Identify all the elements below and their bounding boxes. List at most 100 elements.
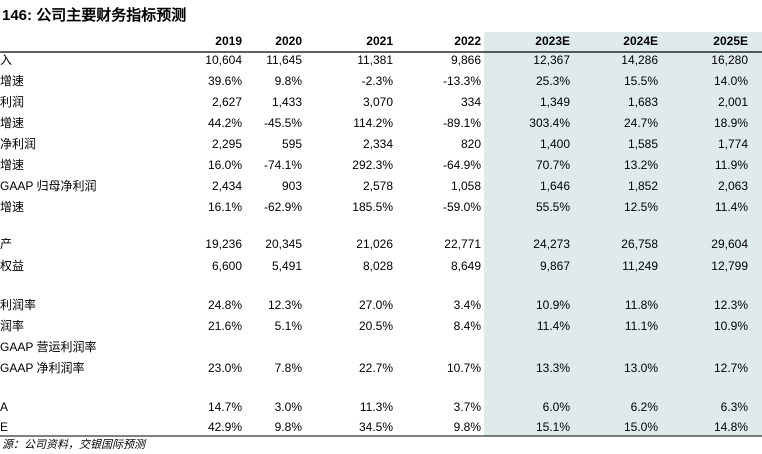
column-header: 2025E bbox=[713, 34, 748, 48]
cell: 3.4% bbox=[454, 298, 482, 312]
cell: 1,774 bbox=[718, 137, 748, 151]
cell: 13.3% bbox=[536, 361, 570, 375]
cell: 12,799 bbox=[711, 259, 748, 273]
row-label: 利润 bbox=[0, 95, 24, 109]
row-label: 增速 bbox=[0, 200, 24, 214]
forecast-shade bbox=[484, 32, 762, 436]
column-header: 2022 bbox=[454, 34, 481, 48]
cell: 14.7% bbox=[208, 400, 242, 414]
column-header: 2019 bbox=[215, 34, 242, 48]
cell: 2,434 bbox=[212, 179, 242, 193]
cell: 25.3% bbox=[536, 74, 570, 88]
cell: 20,345 bbox=[265, 237, 302, 251]
cell: 26,758 bbox=[621, 237, 658, 251]
cell: 27.0% bbox=[359, 298, 393, 312]
cell: 12.5% bbox=[624, 200, 658, 214]
cell: 11.8% bbox=[625, 298, 658, 312]
cell: 8.4% bbox=[454, 319, 482, 333]
cell: 2,627 bbox=[212, 95, 242, 109]
cell: 70.7% bbox=[536, 158, 570, 172]
cell: 21.6% bbox=[208, 319, 242, 333]
cell: 16,280 bbox=[711, 53, 748, 67]
row-label: GAAP 净利润率 bbox=[0, 360, 84, 375]
cell: 903 bbox=[282, 179, 302, 193]
cell: 18.9% bbox=[714, 116, 748, 130]
column-header: 2024E bbox=[623, 34, 658, 48]
cell: -13.3% bbox=[443, 74, 481, 88]
cell: 9,867 bbox=[540, 259, 570, 273]
cell: 11,645 bbox=[266, 53, 302, 67]
cell: 11.1% bbox=[625, 319, 658, 333]
cell: 292.3% bbox=[352, 158, 393, 172]
cell: 820 bbox=[461, 137, 481, 151]
row-label: A bbox=[0, 400, 8, 414]
cell: 10,604 bbox=[205, 53, 242, 67]
cell: -62.9% bbox=[264, 200, 302, 214]
cell: 7.8% bbox=[275, 361, 303, 375]
cell: 13.2% bbox=[624, 158, 658, 172]
source-note: 源：公司资料，交银国际预测 bbox=[2, 438, 147, 451]
cell: 24.7% bbox=[624, 116, 658, 130]
row-label: GAAP 营运利润率 bbox=[0, 339, 96, 354]
table-title: 146: 公司主要财务指标预测 bbox=[2, 6, 186, 24]
cell: 12.3% bbox=[268, 298, 302, 312]
cell: 114.2% bbox=[353, 116, 393, 130]
cell: 34.5% bbox=[359, 420, 393, 434]
cell: 1,058 bbox=[451, 179, 481, 193]
cell: 11.3% bbox=[360, 400, 393, 414]
cell: 8,028 bbox=[363, 259, 393, 273]
column-header: 2020 bbox=[275, 34, 302, 48]
cell: 9,866 bbox=[451, 53, 481, 67]
cell: -64.9% bbox=[443, 158, 481, 172]
cell: 19,236 bbox=[205, 237, 242, 251]
cell: 11.4% bbox=[715, 200, 748, 214]
row-label: 权益 bbox=[0, 259, 24, 273]
row-label: 润率 bbox=[0, 318, 24, 333]
row-label: 增速 bbox=[0, 116, 24, 130]
cell: 5.1% bbox=[275, 319, 303, 333]
cell: 22.7% bbox=[359, 361, 393, 375]
cell: 11,249 bbox=[622, 259, 658, 273]
cell: 14,286 bbox=[621, 53, 658, 67]
column-header: 2023E bbox=[535, 34, 570, 48]
cell: 6.0% bbox=[543, 400, 571, 414]
cell: 6,600 bbox=[212, 259, 242, 273]
cell: 185.5% bbox=[352, 200, 393, 214]
cell: 8,649 bbox=[451, 259, 481, 273]
cell: 5,491 bbox=[272, 259, 302, 273]
cell: -59.0% bbox=[443, 200, 481, 214]
cell: 15.5% bbox=[624, 74, 658, 88]
cell: 1,400 bbox=[540, 137, 570, 151]
cell: 2,063 bbox=[718, 179, 748, 193]
cell: 1,683 bbox=[628, 95, 658, 109]
cell: 1,852 bbox=[628, 179, 658, 193]
cell: 44.2% bbox=[208, 116, 242, 130]
cell: 10.7% bbox=[447, 361, 481, 375]
cell: 39.6% bbox=[208, 74, 242, 88]
row-label: 产 bbox=[0, 237, 12, 251]
cell: 16.0% bbox=[208, 158, 242, 172]
cell: 595 bbox=[282, 137, 302, 151]
cell: 23.0% bbox=[208, 361, 242, 375]
cell: 2,001 bbox=[718, 95, 748, 109]
cell: -89.1% bbox=[443, 116, 481, 130]
cell: -2.3% bbox=[362, 74, 394, 88]
cell: 3,070 bbox=[363, 95, 393, 109]
row-label: 增速 bbox=[0, 74, 24, 88]
row-label: 净利润 bbox=[0, 137, 36, 151]
cell: -74.1% bbox=[264, 158, 302, 172]
row-label: GAAP 归母净利润 bbox=[0, 179, 96, 193]
row-label: 增速 bbox=[0, 158, 24, 172]
cell: 29,604 bbox=[711, 237, 748, 251]
cell: 14.8% bbox=[714, 420, 748, 434]
cell: 24.8% bbox=[208, 298, 242, 312]
row-label: 入 bbox=[0, 53, 12, 67]
cell: 22,771 bbox=[444, 237, 481, 251]
cell: 10.9% bbox=[536, 298, 570, 312]
cell: 11.4% bbox=[537, 319, 570, 333]
cell: 14.0% bbox=[714, 74, 748, 88]
cell: 11.9% bbox=[715, 158, 748, 172]
cell: 1,585 bbox=[628, 137, 658, 151]
cell: 2,334 bbox=[363, 137, 393, 151]
